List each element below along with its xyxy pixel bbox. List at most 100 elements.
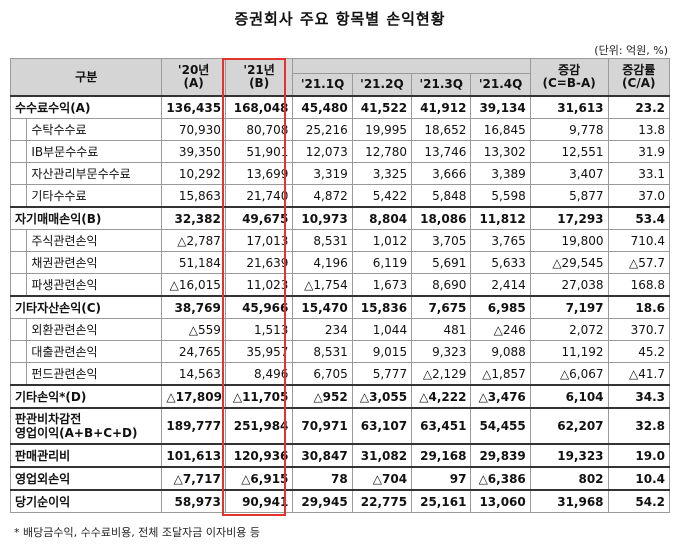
value-cell: 10.4 (607, 466, 671, 491)
header-rate: 증감률 (C/A) (607, 58, 671, 97)
value-cell: △16,015 (161, 273, 226, 297)
table-row: 수탁수수료 70,930 80,708 25,216 19,995 18,652 16,84… (9, 118, 671, 141)
value-cell: 18,086 (411, 206, 472, 230)
value-cell: 29,168 (411, 443, 472, 468)
row-label: 영업외손익 (9, 466, 163, 491)
value-cell: △41.7 (607, 362, 671, 386)
value-cell: 234 (292, 318, 353, 341)
row-label: 수탁수수료 (26, 118, 163, 141)
value-cell: 168.8 (607, 273, 671, 297)
value-cell: 51,184 (161, 251, 226, 274)
value-cell: 54.2 (607, 489, 671, 513)
value-cell: △57.7 (607, 251, 671, 274)
value-cell: 2,072 (529, 318, 609, 341)
value-cell: 8,531 (292, 340, 353, 363)
value-cell: △704 (351, 466, 413, 491)
table-row: 판매관리비 101,613 120,936 30,847 31,082 29,168 29,… (9, 443, 671, 468)
value-cell: △246 (470, 318, 531, 341)
value-cell: 33.1 (607, 162, 671, 185)
page-title: 증권회사 주요 항목별 손익현황 (234, 10, 446, 28)
header-q4: '21.4Q (470, 73, 531, 97)
row-label: 파생관련손익 (26, 273, 163, 297)
unit-label: (단위: 억원, %) (594, 44, 668, 57)
table-row: 판관비차감전 영업이익(A+B+C+D) 189,777 251,984 70,971 6… (9, 407, 671, 445)
table-row: 파생관련손익 △16,015 11,023 △1,754 1,673 8,690 2,414… (9, 273, 671, 297)
value-cell: 23.2 (607, 95, 671, 119)
value-cell: 14,563 (161, 362, 226, 386)
value-cell: △7,717 (161, 466, 226, 491)
value-cell: 53.4 (607, 206, 671, 230)
header-q1: '21.1Q (292, 73, 353, 97)
value-cell: 45.2 (607, 340, 671, 363)
row-indent (9, 273, 28, 297)
value-cell: 6,985 (470, 295, 531, 319)
footnote: * 배당금수익, 수수료비용, 전체 조달자금 이자비용 등 (14, 526, 260, 539)
table-row: IB부문수수료 39,350 51,901 12,073 12,780 13,746 13,… (9, 140, 671, 163)
value-cell: △6,915 (224, 466, 294, 491)
table-row: 기타자산손익(C) 38,769 45,966 15,470 15,836 7,675 6,… (9, 295, 671, 319)
row-indent (9, 362, 28, 386)
value-cell: 70,971 (292, 407, 353, 445)
row-label: 자기매매손익(B) (9, 206, 163, 230)
value-cell: 251,984 (224, 407, 294, 445)
value-cell: 78 (292, 466, 353, 491)
table-row: 자기매매손익(B) 32,382 49,675 10,973 8,804 18,086 11… (9, 206, 671, 230)
table-row: 주식관련손익 △2,787 17,013 8,531 1,012 3,705 3,765 19… (9, 229, 671, 252)
value-cell: 8,804 (351, 206, 413, 230)
value-cell: 41,912 (411, 95, 472, 119)
value-cell: △29,545 (529, 251, 609, 274)
value-cell: 21,639 (224, 251, 294, 274)
value-cell: 15,470 (292, 295, 353, 319)
row-label: 대출관련손익 (26, 340, 163, 363)
value-cell: 30,847 (292, 443, 353, 468)
table-body: 수수료수익(A) 136,435 168,048 45,480 41,522 41,912… (9, 95, 671, 513)
value-cell: 7,197 (529, 295, 609, 319)
value-cell: 31,968 (529, 489, 609, 513)
header-q2: '21.2Q (351, 73, 413, 97)
value-cell: 31,613 (529, 95, 609, 119)
value-cell: 54,455 (470, 407, 531, 445)
value-cell: 15,863 (161, 184, 226, 208)
row-label: 펀드관련손익 (26, 362, 163, 386)
value-cell: 17,293 (529, 206, 609, 230)
table-row: 펀드관련손익 14,563 8,496 6,705 5,777 △2,129 △1,857 △… (9, 362, 671, 386)
value-cell: 32.8 (607, 407, 671, 445)
header-category: 구분 (9, 58, 163, 97)
value-cell: 136,435 (161, 95, 226, 119)
value-cell: 58,973 (161, 489, 226, 513)
value-cell: 19,323 (529, 443, 609, 468)
row-indent (9, 184, 28, 208)
value-cell: 5,422 (351, 184, 413, 208)
row-label: 주식관련손익 (26, 229, 163, 252)
table-row: 자산관리부문수수료 10,292 13,699 3,319 3,325 3,666 3,38… (9, 162, 671, 185)
value-cell: 6,119 (351, 251, 413, 274)
value-cell: 63,451 (411, 407, 472, 445)
value-cell: 10,292 (161, 162, 226, 185)
value-cell: 12,073 (292, 140, 353, 163)
value-cell: 16,845 (470, 118, 531, 141)
value-cell: 38,769 (161, 295, 226, 319)
row-label: IB부문수수료 (26, 140, 163, 163)
value-cell: 25,216 (292, 118, 353, 141)
value-cell: 189,777 (161, 407, 226, 445)
row-label: 기타자산손익(C) (9, 295, 163, 319)
row-label: 판매관리비 (9, 443, 163, 468)
value-cell: 18.6 (607, 295, 671, 319)
value-cell: 11,812 (470, 206, 531, 230)
value-cell: 27,038 (529, 273, 609, 297)
value-cell: 32,382 (161, 206, 226, 230)
row-label: 당기순이익 (9, 489, 163, 513)
value-cell: 12,780 (351, 140, 413, 163)
value-cell: 70,930 (161, 118, 226, 141)
value-cell: 6,104 (529, 384, 609, 409)
value-cell: 19,995 (351, 118, 413, 141)
header-quarter-group (292, 58, 531, 74)
row-indent (9, 251, 28, 274)
value-cell: 1,012 (351, 229, 413, 252)
value-cell: 11,192 (529, 340, 609, 363)
value-cell: 7,675 (411, 295, 472, 319)
table-row: 당기순이익 58,973 90,941 29,945 22,775 25,161 13,06… (9, 489, 671, 513)
value-cell: 29,839 (470, 443, 531, 468)
value-cell: 45,966 (224, 295, 294, 319)
row-indent (9, 162, 28, 185)
